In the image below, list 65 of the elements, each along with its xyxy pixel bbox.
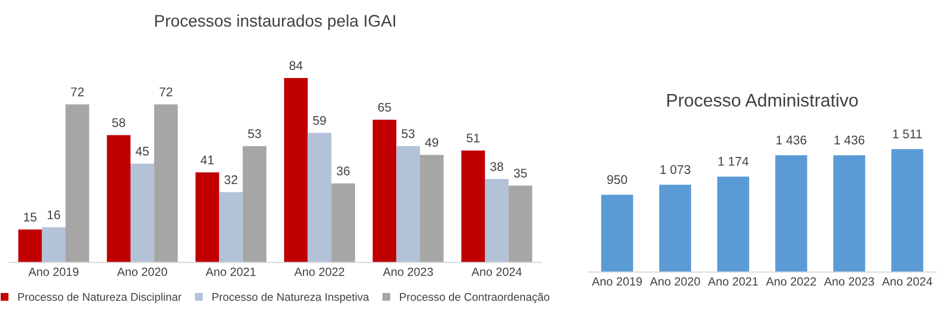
data-label: 35 <box>514 168 527 178</box>
data-label: 72 <box>160 87 172 96</box>
bar <box>833 155 866 272</box>
x-tick-label: Ano 2021 <box>708 277 758 286</box>
data-label: 38 <box>490 162 504 171</box>
x-tick-label: Ano 2024 <box>882 277 932 286</box>
x-tick-label: Ano 2021 <box>206 268 256 276</box>
bar <box>372 120 396 262</box>
data-label: 72 <box>71 87 84 96</box>
data-label: 950 <box>607 175 628 184</box>
bar <box>461 150 485 262</box>
x-tick-label: Ano 2024 <box>472 268 522 276</box>
data-label: 15 <box>24 212 37 222</box>
bar <box>308 132 332 262</box>
data-label: 41 <box>200 156 214 164</box>
x-tick-label: Ano 2019 <box>28 268 78 276</box>
legend-label: Processo de Natureza Disciplinar <box>18 292 182 304</box>
bar <box>508 186 532 262</box>
data-label: 1 073 <box>660 165 690 174</box>
chart-title: Processo Administrativo <box>667 93 858 107</box>
bar <box>484 179 509 262</box>
bar <box>42 227 66 262</box>
bar <box>891 149 924 272</box>
x-tick-label: Ano 2020 <box>650 277 700 286</box>
data-label: 65 <box>378 102 391 112</box>
data-label: 36 <box>336 166 350 176</box>
x-tick-label: Ano 2022 <box>766 277 816 286</box>
bar <box>66 104 90 262</box>
bar <box>195 172 220 262</box>
x-tick-label: Ano 2022 <box>294 268 344 276</box>
data-label: 1 511 <box>893 130 922 138</box>
x-tick-label: Ano 2023 <box>824 277 874 286</box>
data-label: 45 <box>136 146 149 156</box>
bar <box>106 135 131 262</box>
data-label: 51 <box>466 134 480 142</box>
bar <box>154 104 178 262</box>
bar <box>284 78 308 262</box>
bar <box>130 164 154 262</box>
bar <box>420 154 444 262</box>
data-label: 1 436 <box>834 136 864 144</box>
bar <box>242 146 266 262</box>
data-label: 84 <box>290 61 303 70</box>
bar <box>396 146 420 262</box>
bar <box>717 176 750 272</box>
bar <box>775 155 808 272</box>
bar <box>659 184 692 272</box>
x-tick-label: Ano 2020 <box>117 268 168 276</box>
data-label: 1 174 <box>718 157 748 166</box>
data-label: 32 <box>224 175 238 184</box>
x-tick-label: Ano 2019 <box>592 277 642 286</box>
data-label: 53 <box>402 129 415 138</box>
chart-title: Processos instaurados pela IGAI <box>155 14 396 30</box>
data-label: 1 436 <box>776 136 806 144</box>
data-label: 16 <box>48 210 60 220</box>
x-tick-label: Ano 2023 <box>382 268 433 276</box>
bar <box>601 194 634 272</box>
bar <box>219 192 243 262</box>
legend-label: Processo de Natureza Inspetiva <box>212 292 370 304</box>
data-label: 53 <box>248 129 261 138</box>
data-label: 49 <box>425 138 438 147</box>
data-label: 59 <box>313 116 326 125</box>
data-label: 58 <box>112 118 126 128</box>
bar <box>18 230 42 262</box>
legend-label: Processo de Contraordenação <box>400 292 550 304</box>
bar <box>331 183 355 262</box>
